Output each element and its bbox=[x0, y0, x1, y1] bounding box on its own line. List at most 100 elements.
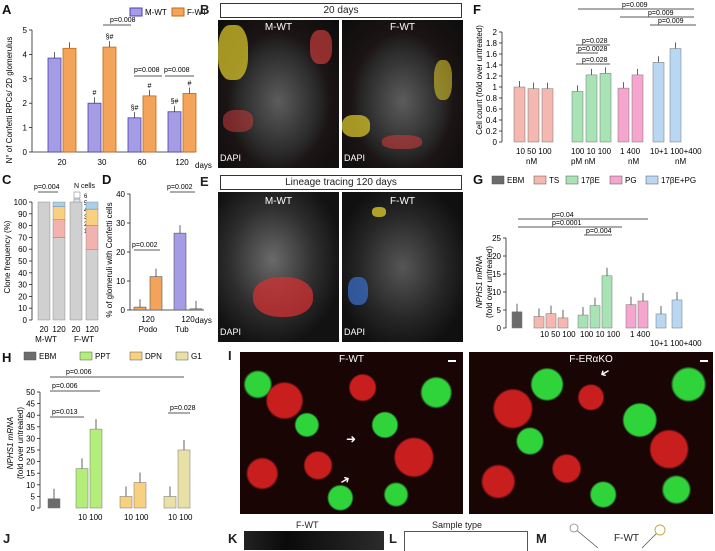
pvalue-label: p=0.004 bbox=[34, 184, 60, 191]
x-tick-label: 120 bbox=[52, 325, 66, 334]
bar bbox=[669, 48, 682, 143]
bar bbox=[671, 299, 683, 329]
y-tick-label: 10 bbox=[116, 277, 125, 286]
pvalue-label: p=0.009 bbox=[622, 2, 648, 9]
legend-swatch-fwt bbox=[171, 7, 185, 17]
panel-i: I F-WT F-ERαKO ➜ ➜ ➜ bbox=[228, 348, 715, 516]
y-tick-label: 10 bbox=[26, 481, 35, 490]
y-tick-label: 5 bbox=[497, 306, 502, 315]
stacked-bar-segment bbox=[69, 201, 83, 321]
x-tick-label: 120 bbox=[181, 315, 195, 324]
significance-annotations: p=0.006 p=0.006 p=0.013 p=0.028 bbox=[50, 369, 196, 418]
x-tick-label: 30 bbox=[98, 158, 107, 167]
sample-label: F-WT bbox=[390, 22, 415, 33]
pvalue-label: p=0.008 bbox=[164, 67, 190, 74]
bar bbox=[617, 87, 630, 143]
y-axis: 0 5 10 15 20 25 30 35 40 45 50 bbox=[26, 388, 41, 513]
y-axis-label-2: (fold over untreated) bbox=[485, 246, 494, 318]
dapi-label: DAPI bbox=[344, 153, 366, 163]
confetti-cells bbox=[223, 110, 253, 132]
y-axis-label: NPHS1 mRNA bbox=[475, 256, 484, 308]
bar bbox=[47, 498, 61, 509]
image-label: F-WT bbox=[339, 354, 364, 365]
y-tick-label: 5 bbox=[23, 26, 28, 35]
y-tick-label: 0 bbox=[493, 138, 498, 147]
panel-k-image bbox=[244, 531, 384, 550]
arrow-icon: ➜ bbox=[346, 432, 357, 446]
bars: 20 # §# 30 §# #60 §# #120 bbox=[47, 34, 197, 167]
x-tick-label: 60 bbox=[138, 158, 147, 167]
banner: Lineage tracing 120 days bbox=[220, 175, 462, 190]
pvalue-label: p=0.04 bbox=[552, 212, 574, 219]
panel-letter: L bbox=[389, 531, 397, 546]
stacked-bar-segment bbox=[85, 225, 99, 250]
bar bbox=[127, 117, 142, 153]
pvalue-label: p=0.028 bbox=[582, 38, 608, 45]
legend-swatch bbox=[609, 175, 623, 185]
significance-mark: # bbox=[188, 80, 192, 87]
y-tick-label: 5 bbox=[31, 492, 36, 501]
y-tick-label: 15 bbox=[26, 469, 35, 478]
bars bbox=[47, 419, 191, 509]
x-tick-label: 20 bbox=[72, 325, 81, 334]
panel-g-chart: G EBM TS 17βE PG 17βE+PG NPHS1 mRNA (fold ov… bbox=[473, 172, 702, 348]
legend-swatch bbox=[645, 175, 659, 185]
micrograph-fwt bbox=[342, 20, 463, 168]
confetti-cells bbox=[382, 135, 422, 149]
x-ticks: 10 100 bbox=[78, 513, 103, 522]
pvalue-label: p=0.013 bbox=[52, 409, 78, 416]
micrograph-mwt bbox=[218, 20, 339, 168]
y-tick-label: 0.6 bbox=[486, 105, 498, 114]
stacked-bar-segment bbox=[52, 201, 66, 207]
x-tick-label: 20 bbox=[58, 158, 67, 167]
bar bbox=[585, 74, 598, 143]
stacked-bar-segment bbox=[52, 219, 66, 238]
y-tick-label: 10 bbox=[18, 304, 27, 313]
micrograph-fwt bbox=[342, 192, 463, 342]
legend-swatch bbox=[491, 175, 505, 185]
confetti-cells bbox=[372, 207, 386, 217]
y-tick-label: 0.8 bbox=[486, 94, 498, 103]
y-axis-label: Cell count (fold over untreated) bbox=[475, 25, 484, 135]
bar bbox=[527, 88, 540, 143]
panel-l-frame bbox=[404, 531, 528, 551]
x-tick-label: 120 bbox=[85, 325, 99, 334]
x-tick-label: Podo bbox=[139, 325, 158, 334]
legend-label: TS bbox=[549, 176, 559, 185]
y-tick-label: 1.4 bbox=[486, 61, 498, 70]
panel-c-chart: C Clone frequency (%) p=0.004 N cells 6 5… bbox=[2, 172, 99, 344]
legend-swatch bbox=[565, 175, 579, 185]
panel-letter: D bbox=[102, 172, 111, 187]
y-tick-label: 0.4 bbox=[486, 116, 498, 125]
legend-label: EBM bbox=[39, 352, 57, 361]
y-tick-label: 0 bbox=[121, 306, 126, 315]
y-tick-label: 35 bbox=[26, 423, 35, 432]
y-tick-label: 0 bbox=[31, 504, 36, 513]
pvalue-label: p=0.004 bbox=[586, 228, 612, 235]
panel-letter: E bbox=[200, 174, 209, 189]
bar bbox=[47, 57, 62, 153]
y-tick-label: 0 bbox=[497, 324, 502, 333]
bar bbox=[119, 496, 133, 509]
bar bbox=[133, 306, 147, 311]
panel-b: B 20 days M-WT DAPI F-WT DAPI bbox=[198, 0, 470, 170]
pvalue-label: p=0.028 bbox=[582, 57, 608, 64]
bar bbox=[655, 313, 667, 329]
x-ticks: 1 400 bbox=[630, 330, 651, 339]
pvalue-label: p=0.009 bbox=[648, 10, 674, 17]
panel-m-label: F-WT bbox=[614, 533, 639, 544]
y-tick-label: 1 bbox=[23, 124, 28, 133]
significance-annotations: p=0.04 p=0.0001 p=0.004 bbox=[518, 212, 648, 236]
y-axis: 0 0.2 0.4 0.6 0.8 1 1.2 1.4 1.6 1.8 2 bbox=[486, 28, 503, 147]
sample-label: M-WT bbox=[264, 22, 293, 33]
bar bbox=[601, 275, 613, 329]
x-tick-label: 20 bbox=[40, 325, 49, 334]
legend-swatch bbox=[73, 191, 81, 199]
y-axis-label: Clone frequency (%) bbox=[3, 220, 12, 293]
y-tick-label: 20 bbox=[26, 458, 35, 467]
legend-swatch bbox=[533, 175, 547, 185]
pvalue-label: p=0.002 bbox=[167, 184, 193, 191]
banner: 20 days bbox=[220, 3, 462, 18]
bar bbox=[102, 46, 117, 153]
stacked-bar-segment bbox=[85, 208, 99, 226]
